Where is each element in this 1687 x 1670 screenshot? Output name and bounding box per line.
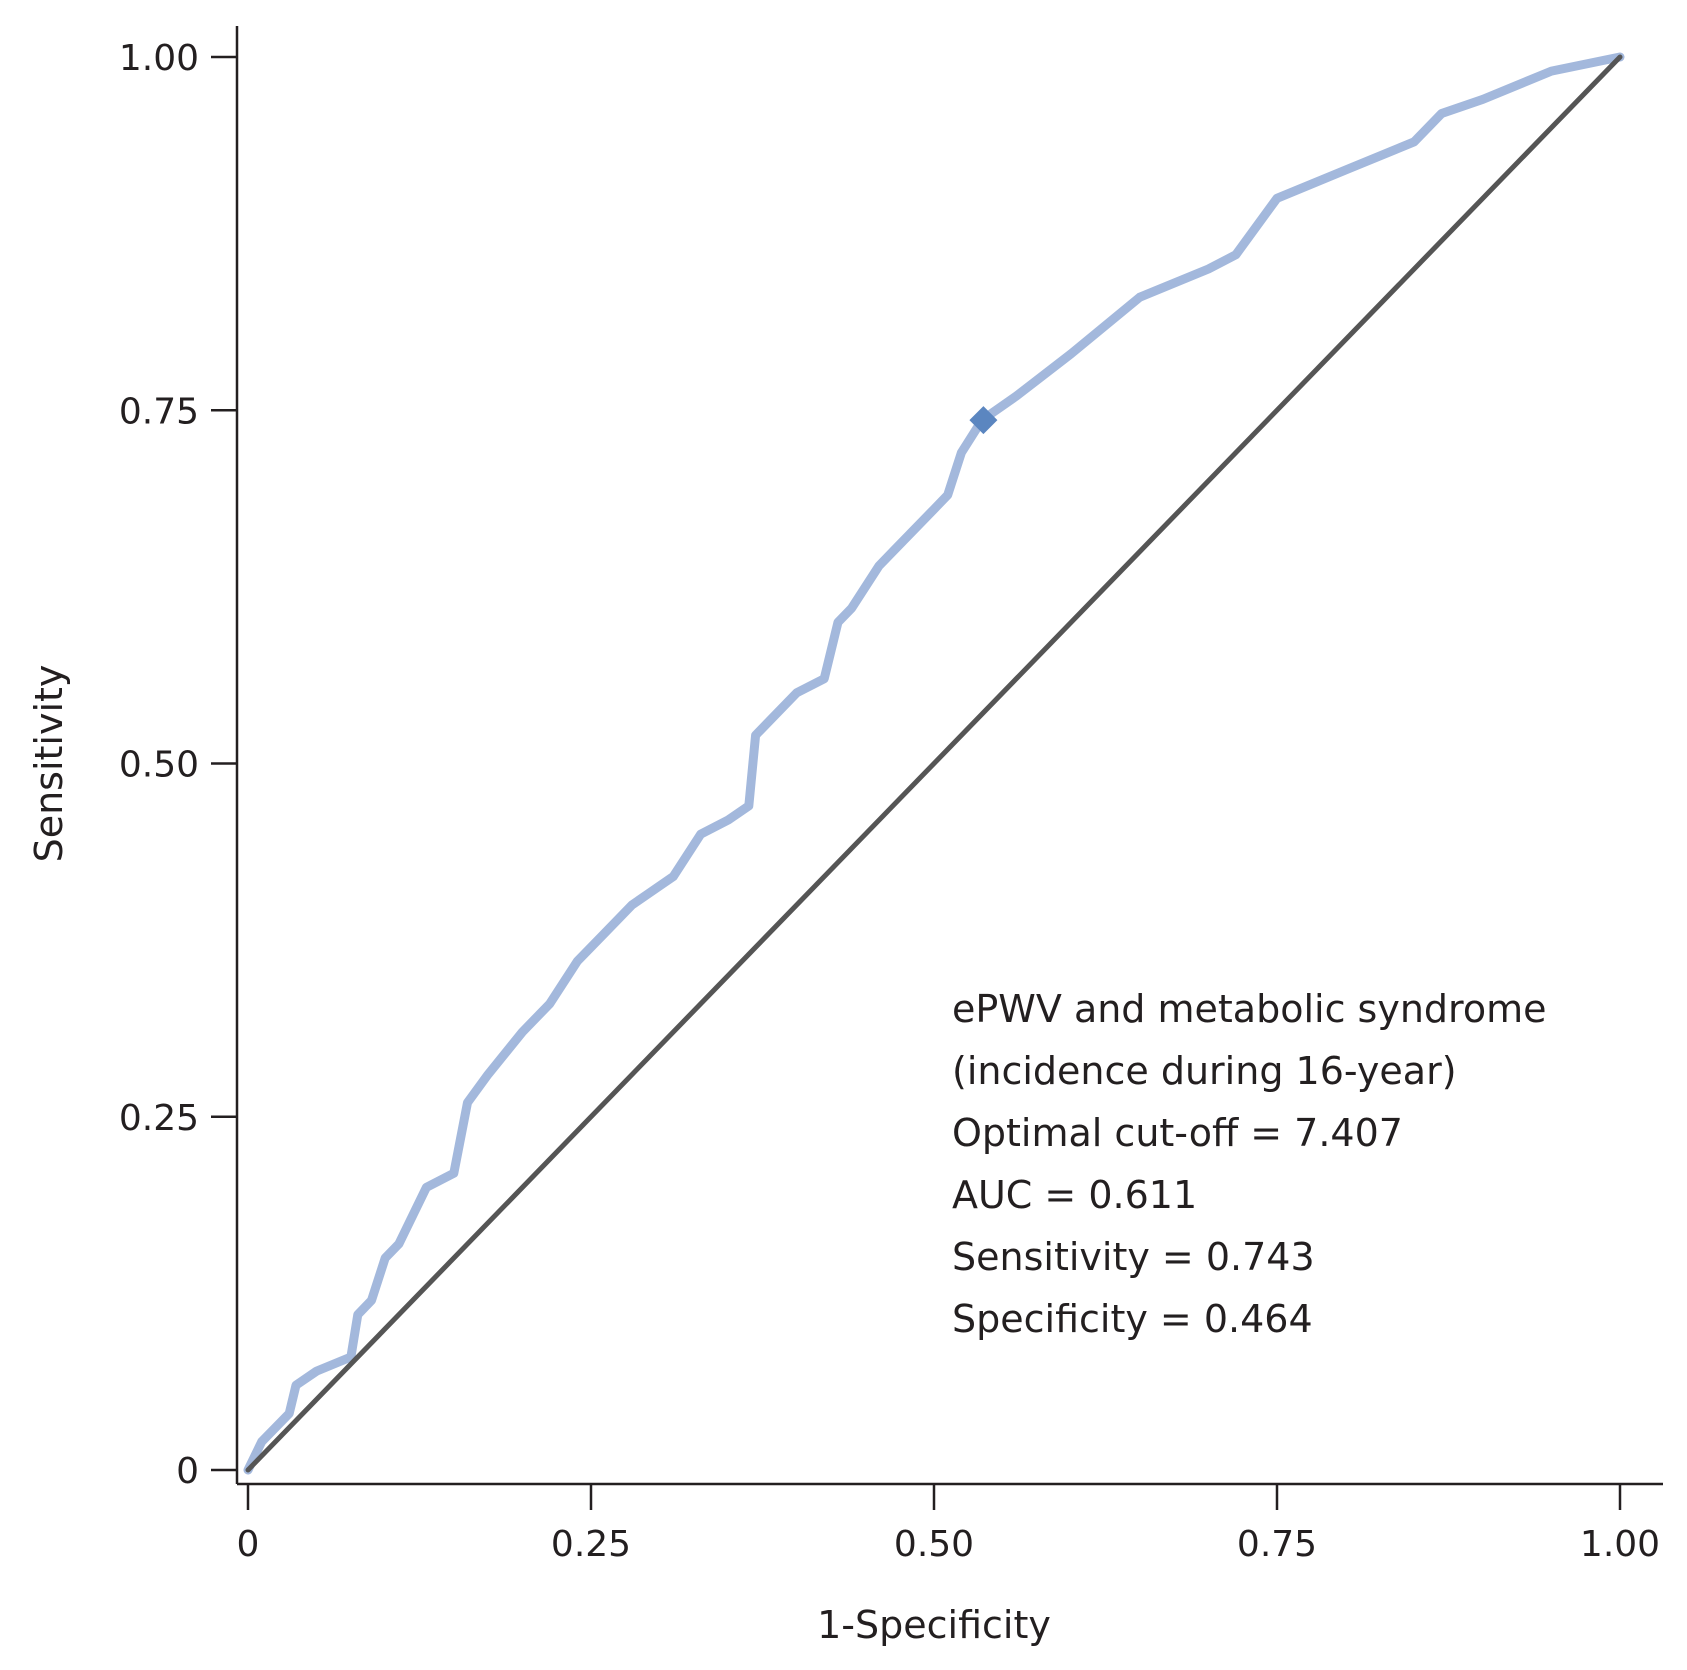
x-tick-label: 0 <box>237 1524 260 1565</box>
x-tick-label: 0.75 <box>1237 1524 1317 1565</box>
y-tick-label: 0.25 <box>119 1098 199 1139</box>
annotation-block: ePWV and metabolic syndrome (incidence du… <box>952 987 1546 1341</box>
y-tick-label: 0 <box>176 1451 199 1492</box>
axes: 0 0.25 0.50 0.75 1.00 0 0.25 0.50 0.75 1.00 <box>119 26 1663 1565</box>
annotation-line: AUC = 0.611 <box>952 1173 1197 1217</box>
x-tick-label: 0.50 <box>894 1524 974 1565</box>
annotation-line: Specificity = 0.464 <box>952 1297 1313 1341</box>
y-axis-label: Sensitivity <box>27 665 71 863</box>
x-tick-label: 1.00 <box>1580 1524 1660 1565</box>
y-tick-label: 1.00 <box>119 38 199 79</box>
x-axis-label: 1-Specificity <box>817 1603 1051 1647</box>
annotation-line: Optimal cut-off = 7.407 <box>952 1111 1403 1155</box>
annotation-line: (incidence during 16-year) <box>952 1049 1457 1093</box>
y-tick-label: 0.75 <box>119 391 199 432</box>
series-layer <box>243 52 1625 1475</box>
annotation-line: ePWV and metabolic syndrome <box>952 987 1546 1031</box>
x-tick-label: 0.25 <box>551 1524 631 1565</box>
y-tick-label: 0.50 <box>119 745 199 786</box>
reference-diagonal-line <box>245 54 1623 1473</box>
optimal-cutoff-point <box>969 406 998 435</box>
roc-curve-line <box>243 52 1625 1475</box>
annotation-line: Sensitivity = 0.743 <box>952 1235 1315 1279</box>
